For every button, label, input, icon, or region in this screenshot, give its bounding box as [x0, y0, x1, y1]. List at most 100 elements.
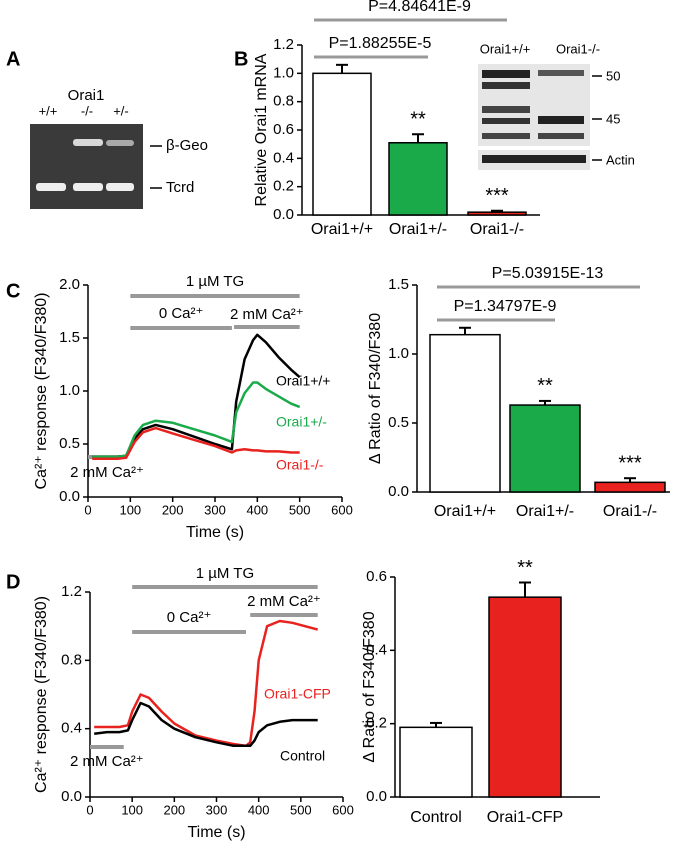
x-tick-label: Orai1-/- — [470, 221, 524, 238]
bar — [509, 404, 581, 493]
y-tick-label: 0.4 — [366, 641, 387, 658]
blot-marker: 45 — [606, 111, 620, 126]
y-tick-label: 0.0 — [388, 483, 409, 500]
bar — [312, 72, 372, 216]
y-tick-label: 0.6 — [366, 568, 387, 585]
x-tick-label: 100 — [119, 502, 141, 517]
gel-lane: +/- — [113, 103, 129, 118]
y-tick-label: 1.2 — [61, 583, 82, 600]
series-line — [94, 701, 318, 748]
gel-band — [106, 140, 134, 146]
x-tick-label: 400 — [246, 502, 268, 517]
bar — [399, 726, 473, 798]
x-tick-label: 400 — [248, 802, 270, 817]
series-label: Orai1-CFP — [264, 686, 331, 702]
bar — [488, 596, 562, 798]
significance-label: ** — [537, 375, 553, 397]
y-tick-label: 0.4 — [273, 149, 294, 166]
significance-label: ** — [517, 557, 533, 579]
x-tick-label: 600 — [331, 502, 353, 517]
gel-band-label: β-Geo — [166, 137, 208, 154]
y-axis-label: Δ Ratio of F340/F380 — [367, 313, 384, 464]
blot-band — [482, 155, 586, 163]
gel: Orai1 +/+ -/- +/- β-Geo Tcrd — [30, 87, 208, 209]
y-tick-label: 0.8 — [61, 651, 82, 668]
series-line — [92, 381, 301, 458]
y-tick-label: 0.8 — [273, 93, 294, 110]
y-tick-label: 0.0 — [59, 488, 80, 505]
y-tick-label: 0.6 — [273, 121, 294, 138]
period-label: 2 mM Ca²⁺ — [230, 306, 304, 323]
blot-band — [482, 133, 530, 139]
significance-label: ** — [410, 109, 426, 131]
bar — [429, 333, 501, 493]
x-tick-label: 200 — [163, 802, 185, 817]
panel-label: A — [6, 48, 20, 70]
x-tick-label: 100 — [121, 802, 143, 817]
series-label: Orai1+/- — [276, 414, 327, 430]
blot-lane: Orai1-/- — [556, 41, 600, 56]
p-value: P=1.88255E-5 — [329, 35, 432, 52]
y-tick-label: 1.2 — [273, 36, 294, 53]
x-tick-label: Orai1-/- — [603, 503, 657, 520]
y-tick-label: 1.5 — [59, 329, 80, 346]
bar — [594, 481, 666, 493]
panel-label: B — [234, 48, 248, 70]
period-label: 1 µM TG — [186, 273, 244, 290]
period-label: 2 mM Ca²⁺ — [70, 464, 144, 481]
x-tick-label: 500 — [290, 802, 312, 817]
gel-image — [30, 124, 143, 209]
series-line — [92, 426, 300, 461]
gel-band — [73, 139, 103, 146]
x-tick-label: Orai1+/+ — [434, 503, 496, 520]
panel-label: C — [6, 280, 20, 302]
western-blot: Orai1+/+ Orai1-/- 50 45 Actin — [478, 41, 635, 170]
blot-band — [482, 118, 530, 124]
significance-label: *** — [618, 452, 642, 474]
panel-label: D — [6, 571, 20, 593]
gel-gene: Orai1 — [68, 87, 105, 104]
blot-band — [538, 70, 584, 76]
series-label: Orai1-/- — [276, 457, 324, 473]
series-label: Orai1+/+ — [276, 373, 330, 389]
y-axis-label: Ca²⁺ response (F340/F380) — [33, 596, 50, 793]
x-tick-label: 200 — [162, 502, 184, 517]
x-tick-label: Orai1-CFP — [487, 809, 563, 826]
x-tick-label: Orai1+/+ — [311, 221, 373, 238]
blot-lane: Orai1+/+ — [480, 41, 531, 56]
x-tick-label: Orai1+/- — [389, 221, 447, 238]
x-axis-label: Time (s) — [187, 824, 245, 841]
blot-band — [538, 116, 584, 124]
period-label: 1 µM TG — [196, 565, 254, 582]
blot-band — [538, 133, 584, 139]
x-tick-label: 0 — [86, 802, 93, 817]
series-label: Control — [280, 748, 325, 764]
significance-label: *** — [485, 185, 509, 207]
period-label: 0 Ca²⁺ — [167, 609, 212, 626]
x-tick-label: 300 — [206, 802, 228, 817]
y-axis-label: Δ Ratio of F340/F380 — [361, 611, 378, 762]
y-tick-label: 0.5 — [388, 414, 409, 431]
y-tick-label: 0.0 — [273, 206, 294, 223]
y-tick-label: 1.0 — [59, 382, 80, 399]
y-tick-label: 1.5 — [388, 276, 409, 293]
blot-marker: 50 — [606, 68, 620, 83]
y-tick-label: 1.0 — [273, 64, 294, 81]
y-tick-label: 0.0 — [366, 788, 387, 805]
x-tick-label: Orai1+/- — [516, 503, 574, 520]
x-tick-label: 500 — [289, 502, 311, 517]
gel-band — [73, 183, 103, 191]
blot-band — [482, 70, 530, 78]
period-label: 0 Ca²⁺ — [159, 305, 204, 322]
gel-band — [36, 183, 66, 191]
gel-lane: -/- — [81, 103, 93, 118]
y-tick-label: 0.5 — [59, 435, 80, 452]
gel-lane: +/+ — [39, 103, 58, 118]
p-value: P=1.34797E-9 — [454, 298, 557, 315]
y-tick-label: 0.2 — [366, 715, 387, 732]
y-axis-label: Relative Orai1 mRNA — [253, 53, 270, 206]
period-label: 2 mM Ca²⁺ — [70, 753, 144, 770]
bar — [388, 142, 448, 216]
y-tick-label: 2.0 — [59, 276, 80, 293]
y-tick-label: 1.0 — [388, 345, 409, 362]
